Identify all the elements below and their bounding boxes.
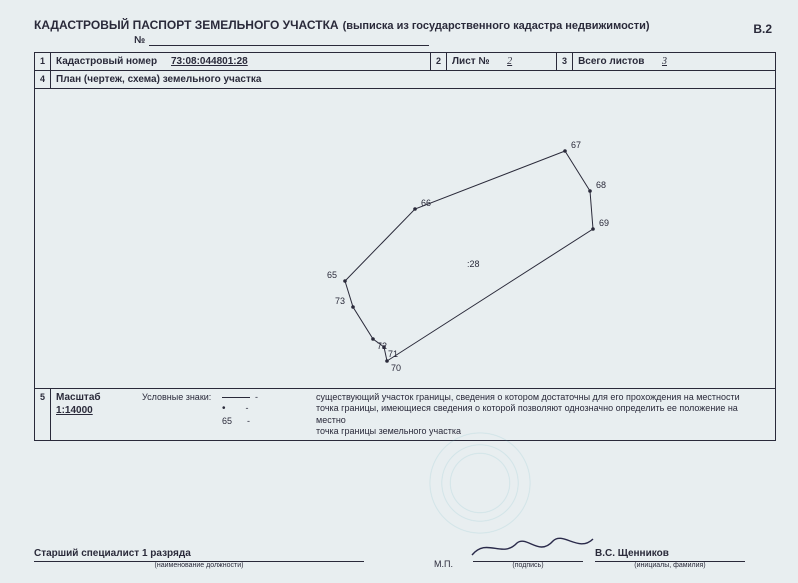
legend-text-1: существующий участок границы, сведения о… xyxy=(316,392,770,403)
legend-title: Условные знаки: xyxy=(126,392,216,403)
svg-text:71: 71 xyxy=(388,349,398,359)
legend-text-3: точка границы земельного участка xyxy=(316,426,770,437)
total-label: Всего листов xyxy=(578,56,644,67)
legend-cell: Масштаб 1:14000 Условные знаки: - • - 65… xyxy=(51,389,776,441)
cell-total: Всего листов 3 xyxy=(573,53,776,71)
name-caption: (инициалы, фамилия) xyxy=(595,562,745,569)
svg-text:65: 65 xyxy=(327,270,337,280)
position-caption: (наименование должности) xyxy=(34,562,364,569)
signer-name: В.С. Щенников xyxy=(595,548,745,562)
seal-stamp xyxy=(420,423,540,543)
main-table: 1 Кадастровый номер 73:08:044801:28 2 Ли… xyxy=(34,52,776,441)
legend-sample-num: 65 - xyxy=(222,416,316,427)
num-label: № xyxy=(134,35,145,46)
parcel-diagram: 67 68 69 66 65 73 7271 70 :28 xyxy=(35,89,775,388)
scale-label: Масштаб xyxy=(56,392,101,403)
svg-text:69: 69 xyxy=(599,218,609,228)
num-blank-line xyxy=(149,34,429,46)
cell-1-num: 1 xyxy=(35,53,51,71)
sheet-label: Лист № xyxy=(452,56,490,67)
cell-5-num: 5 xyxy=(35,389,51,441)
plan-header: План (чертеж, схема) земельного участка xyxy=(51,71,776,89)
svg-text:66: 66 xyxy=(421,198,431,208)
position-value: Старший специалист 1 разряда xyxy=(34,548,364,562)
legend-text-2: точка границы, имеющиеся сведения о кото… xyxy=(316,403,770,426)
svg-text::28: :28 xyxy=(467,259,480,269)
svg-text:67: 67 xyxy=(571,140,581,150)
cadastral-label: Кадастровый номер xyxy=(56,56,157,67)
cell-4-num: 4 xyxy=(35,71,51,89)
svg-text:70: 70 xyxy=(391,363,401,373)
cadastral-value: 73:08:044801:28 xyxy=(171,56,248,67)
mp-label: М.П. xyxy=(434,559,453,569)
legend-sample-dot: • - xyxy=(222,403,316,416)
row-legend: 5 Масштаб 1:14000 Условные знаки: - • - … xyxy=(35,389,776,441)
row-plan-header: 4 План (чертеж, схема) земельного участк… xyxy=(35,71,776,89)
plan-cell: 67 68 69 66 65 73 7271 70 :28 xyxy=(35,89,776,389)
cell-cadastral: Кадастровый номер 73:08:044801:28 xyxy=(51,53,431,71)
signature-icon xyxy=(467,533,597,563)
doc-title: КАДАСТРОВЫЙ ПАСПОРТ ЗЕМЕЛЬНОГО УЧАСТКА xyxy=(34,18,339,32)
doc-number-row: № xyxy=(34,34,776,46)
svg-text:72: 72 xyxy=(377,341,387,351)
row-plan: 67 68 69 66 65 73 7271 70 :28 xyxy=(35,89,776,389)
signature-caption: (подпись) xyxy=(473,562,583,569)
page-code: В.2 xyxy=(753,22,772,36)
svg-text:73: 73 xyxy=(335,296,345,306)
cell-3-num: 3 xyxy=(557,53,573,71)
row-cadastral: 1 Кадастровый номер 73:08:044801:28 2 Ли… xyxy=(35,53,776,71)
cell-2-num: 2 xyxy=(431,53,447,71)
svg-text:68: 68 xyxy=(596,180,606,190)
total-value: 3 xyxy=(650,56,679,67)
doc-subtitle: (выписка из государственного кадастра не… xyxy=(343,20,650,32)
sheet-value: 2 xyxy=(495,56,524,67)
cell-sheet: Лист № 2 xyxy=(447,53,557,71)
signature-line xyxy=(473,540,583,562)
footer: Старший специалист 1 разряда (наименован… xyxy=(34,540,776,569)
legend-sample-line: - xyxy=(222,392,316,403)
scale-value: 1:14000 xyxy=(56,405,93,416)
plan-label: План (чертеж, схема) земельного участка xyxy=(56,74,261,85)
header-row: КАДАСТРОВЫЙ ПАСПОРТ ЗЕМЕЛЬНОГО УЧАСТКА (… xyxy=(34,18,776,32)
